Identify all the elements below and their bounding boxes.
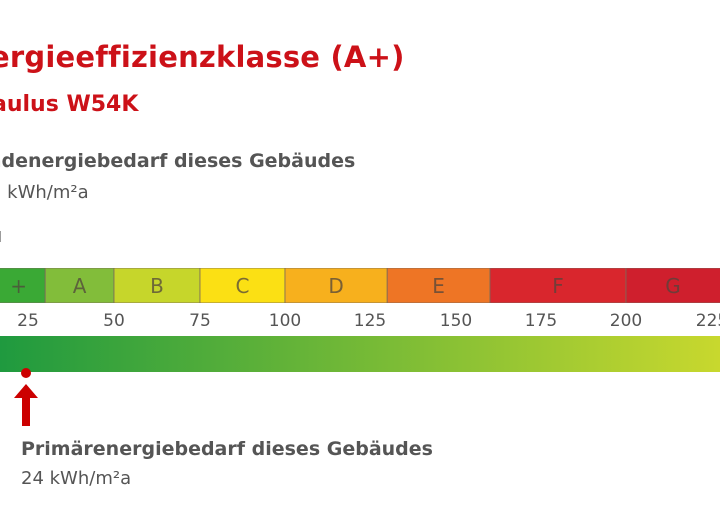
class-label: D	[328, 274, 343, 298]
primary-energy-label: Primärenergiebedarf dieses Gebäudes	[21, 438, 433, 460]
class-segment: +	[0, 268, 46, 303]
marker-dot	[20, 368, 31, 378]
energy-scale: 25 50 75 100 125 150 175 200 225	[0, 305, 720, 335]
scale-tick-label: 50	[103, 311, 125, 331]
product-name: aulus W54K	[0, 92, 139, 117]
class-label: +	[10, 274, 27, 298]
end-energy-label: ndenergiebedarf dieses Gebäudes	[0, 150, 356, 172]
class-segment: G	[625, 268, 720, 303]
primary-energy-marker	[1, 366, 41, 428]
class-label: A	[73, 274, 87, 298]
class-label: F	[552, 274, 564, 298]
class-label: B	[150, 274, 164, 298]
class-label: G	[665, 274, 681, 298]
end-energy-value: 3 kWh/m²a	[0, 182, 89, 203]
scale-tick-label: 100	[268, 311, 302, 331]
end-energy-marker: l	[0, 230, 2, 246]
class-label: E	[432, 274, 445, 298]
up-arrow-icon	[13, 384, 38, 426]
scale-tick-label: 150	[439, 311, 473, 331]
scale-tick-label: 175	[524, 311, 558, 331]
class-segment: D	[284, 268, 388, 303]
class-segment: B	[113, 268, 201, 303]
page-title: ergieeffizienzklasse (A+)	[0, 40, 405, 74]
scale-tick-label: 125	[353, 311, 387, 331]
scale-tick-label: 75	[189, 311, 211, 331]
primary-energy-value: 24 kWh/m²a	[21, 468, 132, 489]
class-segment: F	[489, 268, 627, 303]
scale-tick-label: 200	[609, 311, 643, 331]
energy-gradient-bar	[0, 336, 720, 372]
class-segment: E	[386, 268, 491, 303]
class-label: C	[236, 274, 250, 298]
scale-tick-label: 25	[17, 311, 39, 331]
scale-tick-label: 225	[695, 311, 720, 331]
class-segment: C	[199, 268, 286, 303]
efficiency-class-bar: + A B C D E F G	[0, 268, 720, 303]
class-segment: A	[44, 268, 115, 303]
